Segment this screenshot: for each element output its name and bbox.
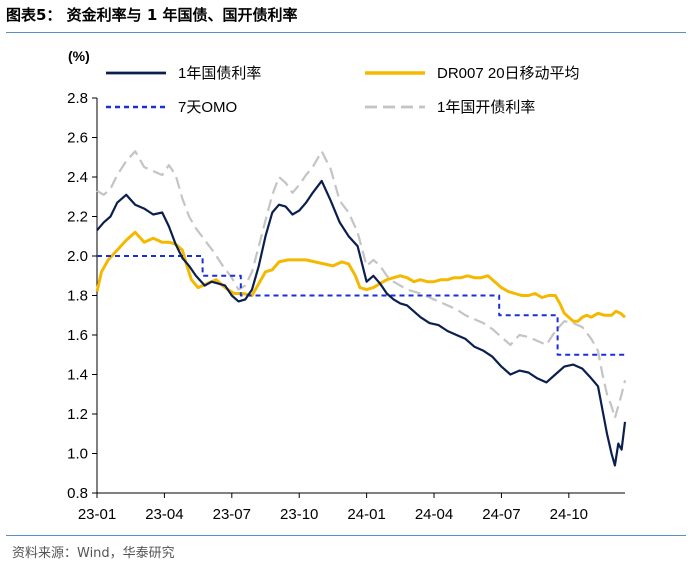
series-line-2 xyxy=(97,255,625,356)
x-tick-label: 23-07 xyxy=(213,506,251,523)
x-tick-label: 23-04 xyxy=(145,506,183,523)
chart-series-layer xyxy=(95,150,627,467)
figure-title: 图表5： 资金利率与 1 年国债、国开债利率 xyxy=(6,6,298,24)
line-chart: 0.8 1.0 1.2 1.4 1.6 1.8 2.0 2.2 2.4 2.6 2.8 23-01 23… xyxy=(67,48,627,523)
y-tick-label: 0.8 xyxy=(67,485,88,502)
y-tick-label: 1.0 xyxy=(67,446,88,463)
legend-label-3: 1年国开债利率 xyxy=(437,99,535,116)
y-tick-label: 1.2 xyxy=(67,406,88,423)
x-tick-label: 24-10 xyxy=(550,506,588,523)
y-axis-unit-label: (%) xyxy=(68,48,90,64)
x-tick-label: 24-07 xyxy=(482,506,520,523)
chart-axes: 0.8 1.0 1.2 1.4 1.6 1.8 2.0 2.2 2.4 2.6 2.8 23-01 23… xyxy=(67,90,625,523)
series-line-1 xyxy=(95,230,626,323)
source-note: 资料来源：Wind，华泰研究 xyxy=(12,546,175,561)
y-tick-label: 2.0 xyxy=(67,248,88,265)
legend-label-1: DR007 20日移动平均 xyxy=(437,65,580,82)
x-tick-label: 23-10 xyxy=(280,506,318,523)
y-tick-label: 2.2 xyxy=(67,209,88,226)
series-line-0 xyxy=(96,179,627,467)
x-tick-label: 24-04 xyxy=(415,506,453,523)
y-tick-label: 2.8 xyxy=(67,90,88,107)
series-line-3 xyxy=(96,150,627,420)
x-tick-label: 23-01 xyxy=(78,506,116,523)
legend-label-0: 1年国债利率 xyxy=(178,65,261,82)
chart-legend: 1年国债利率 DR007 20日移动平均 7天OMO 1年国开债利率 xyxy=(106,65,580,116)
y-tick-label: 1.4 xyxy=(67,367,88,384)
y-tick-label: 1.8 xyxy=(67,288,88,305)
title-divider xyxy=(6,32,686,33)
x-tick-label: 24-01 xyxy=(347,506,385,523)
y-tick-label: 2.6 xyxy=(67,130,88,147)
legend-label-2: 7天OMO xyxy=(178,99,237,116)
y-tick-label: 2.4 xyxy=(67,169,88,186)
source-divider xyxy=(6,535,686,536)
y-tick-label: 1.6 xyxy=(67,327,88,344)
